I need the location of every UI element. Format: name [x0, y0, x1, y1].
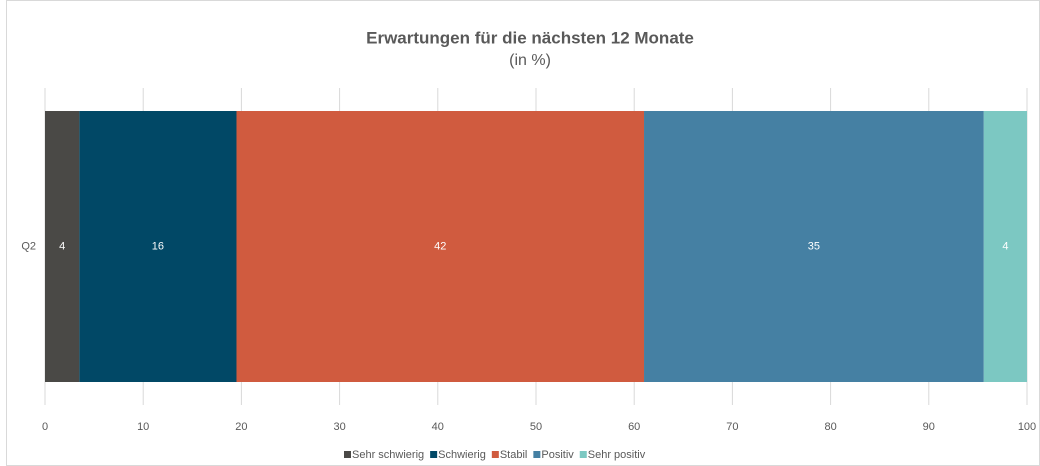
x-tick-label: 50 [530, 421, 542, 433]
legend-label: Sehr positiv [588, 449, 646, 461]
legend-swatch [533, 451, 541, 458]
value-label: 35 [808, 240, 820, 252]
x-tick-label: 30 [333, 421, 345, 433]
chart-subtitle: (in %) [509, 52, 551, 69]
bar-segment [983, 111, 1027, 382]
legend-label: Stabil [500, 449, 528, 461]
x-tick-label: 40 [432, 421, 444, 433]
x-tick-label: 100 [1018, 421, 1036, 433]
bar-segment [644, 111, 984, 382]
legend-label: Positiv [541, 449, 574, 461]
x-tick-label: 10 [137, 421, 149, 433]
legend-swatch [491, 451, 499, 458]
y-tick-label: Q2 [21, 240, 36, 252]
value-label: 42 [434, 240, 446, 252]
chart-title: Erwartungen für die nächsten 12 Monate [366, 28, 694, 47]
x-tick-label: 80 [824, 421, 836, 433]
x-tick-label: 0 [42, 421, 48, 433]
bar-segment [45, 111, 80, 382]
x-tick-label: 20 [235, 421, 247, 433]
legend-label: Schwierig [438, 449, 486, 461]
legend-swatch [430, 451, 438, 458]
x-tick-label: 60 [628, 421, 640, 433]
value-label: 4 [59, 240, 65, 252]
legend-swatch [344, 451, 351, 458]
value-label: 16 [152, 240, 164, 252]
legend-label: Sehr schwierig [352, 449, 424, 461]
x-tick-label: 70 [726, 421, 738, 433]
x-tick-label: 90 [923, 421, 935, 433]
legend-swatch [579, 451, 587, 458]
bar-segment [79, 111, 237, 382]
value-label: 4 [1002, 240, 1008, 252]
bar-segment [236, 111, 645, 382]
legend: Sehr schwierig Schwierig Stabil Positiv Sehr… [344, 449, 646, 461]
